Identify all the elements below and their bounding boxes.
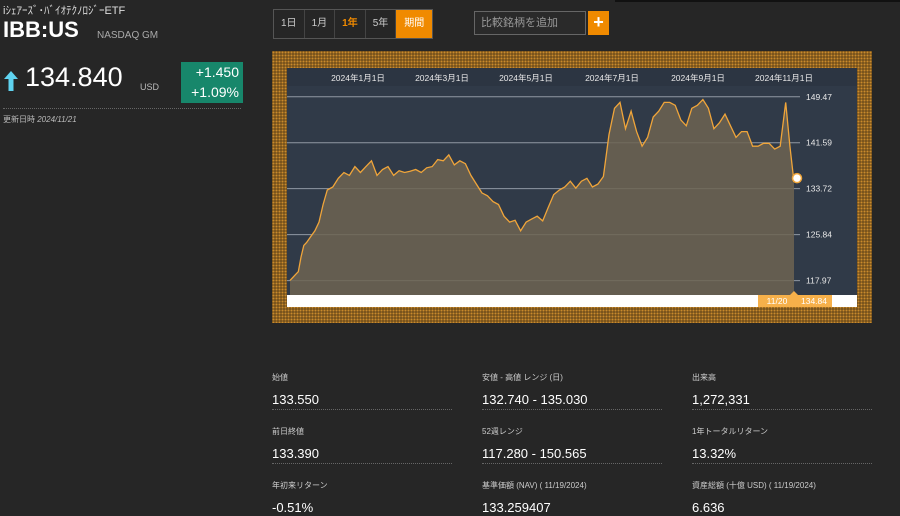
stat-value: 13.32% — [692, 446, 737, 461]
y-tick-label: 117.97 — [806, 276, 832, 286]
last-point-badge — [758, 295, 832, 307]
stat-divider — [482, 463, 662, 464]
up-arrow-icon — [4, 71, 18, 91]
x-tick-label: 2024年1月1日 — [331, 73, 385, 83]
stat-label: 出来高 — [692, 373, 716, 382]
tab-period[interactable]: 期間 — [396, 10, 433, 38]
stat-prev-close: 前日終値 133.390 — [272, 426, 452, 464]
stat-1y-return: 1年トータルリターン 13.32% — [692, 426, 872, 464]
y-tick-label: 149.47 — [806, 92, 832, 102]
x-tick-label: 2024年5月1日 — [499, 73, 553, 83]
stat-label: 52週レンジ — [482, 427, 523, 436]
stat-divider — [272, 409, 452, 410]
stat-label: 1年トータルリターン — [692, 427, 769, 436]
stat-label: 年初来リターン — [272, 481, 328, 490]
tab-1d[interactable]: 1日 — [274, 10, 305, 38]
price-currency: USD — [140, 82, 160, 92]
add-compare-button[interactable]: + — [588, 11, 609, 35]
change-badge: +1.450 +1.09% — [181, 62, 243, 103]
stat-value: 6.636 — [692, 500, 725, 515]
stat-value: 133.259407 — [482, 500, 551, 515]
x-tick-label: 2024年11月1日 — [755, 73, 813, 83]
updated-date: 2024/11/21 — [37, 115, 77, 124]
stat-label: 資産総額 (十億 USD) ( 11/19/2024) — [692, 481, 816, 490]
date-header-strip — [287, 68, 857, 86]
price-chart: 2024年1月1日 2024年3月1日 2024年5月1日 2024年7月1日 2024… — [272, 51, 872, 323]
stat-label: 前日終値 — [272, 427, 304, 436]
stat-value: 117.280 - 150.565 — [482, 446, 587, 461]
stat-day-range: 安値 - 高値 レンジ (日) 132.740 - 135.030 — [482, 372, 662, 410]
tab-1y[interactable]: 1年 — [335, 10, 366, 38]
x-tick-label: 2024年3月1日 — [415, 73, 469, 83]
stat-total-assets: 資産総額 (十億 USD) ( 11/19/2024) 6.636 — [692, 480, 872, 515]
stat-volume: 出来高 1,272,331 — [692, 372, 872, 410]
stat-ytd-return: 年初来リターン -0.51% — [272, 480, 452, 515]
price-row: 134.840 USD +1.450 +1.09% — [3, 62, 243, 104]
price-line — [289, 98, 795, 281]
stat-label: 基準価額 (NAV) ( 11/19/2024) — [482, 481, 587, 490]
price-chart-svg: 2024年1月1日 2024年3月1日 2024年5月1日 2024年7月1日 2024… — [287, 68, 857, 307]
x-tick-label: 2024年7月1日 — [585, 73, 639, 83]
last-point-date: 11/20 — [767, 296, 788, 306]
stat-value: 133.550 — [272, 392, 319, 407]
stat-label: 安値 - 高値 レンジ (日) — [482, 373, 563, 382]
stat-divider — [692, 463, 872, 464]
compare-symbol-input[interactable] — [474, 11, 586, 35]
stat-divider — [272, 463, 452, 464]
tab-1m[interactable]: 1月 — [305, 10, 336, 38]
divider — [3, 108, 241, 109]
stat-divider — [482, 409, 662, 410]
updated-label: 更新日時 — [3, 115, 35, 124]
x-tick-label: 2024年9月1日 — [671, 73, 725, 83]
y-tick-label: 125.84 — [806, 230, 832, 240]
stat-value: -0.51% — [272, 500, 314, 515]
stat-open: 始値 133.550 — [272, 372, 452, 410]
stat-52w-range: 52週レンジ 117.280 - 150.565 — [482, 426, 662, 464]
stat-divider — [692, 409, 872, 410]
fund-name: iｼｪｱｰｽﾞ･ﾊﾞｲｵﾃｸﾉﾛｼﾞｰETF — [3, 5, 126, 17]
tab-5y[interactable]: 5年 — [366, 10, 397, 38]
stat-nav: 基準価額 (NAV) ( 11/19/2024) 133.259407 — [482, 480, 662, 515]
ticker-symbol: IBB:US — [3, 17, 79, 42]
last-point-pointer — [790, 291, 798, 295]
updated-time: 更新日時 2024/11/21 — [3, 114, 77, 125]
price-area — [290, 99, 794, 295]
stat-value: 132.740 - 135.030 — [482, 392, 588, 407]
y-tick-label: 133.72 — [806, 184, 832, 194]
price-change-percent: +1.09% — [191, 84, 239, 100]
stat-label: 始値 — [272, 373, 288, 382]
last-point-value: 134.84 — [801, 296, 827, 306]
last-price: 134.840 — [25, 62, 123, 92]
top-border — [615, 0, 900, 2]
exchange-name: NASDAQ GM — [97, 30, 159, 41]
stat-value: 133.390 — [272, 446, 319, 461]
price-change: +1.450 — [195, 64, 239, 80]
stat-value: 1,272,331 — [692, 392, 750, 407]
x-axis-bar — [287, 295, 857, 307]
range-tabs: 1日 1月 1年 5年 期間 — [273, 9, 434, 39]
last-price-marker — [791, 172, 803, 184]
y-tick-label: 141.59 — [806, 138, 832, 148]
